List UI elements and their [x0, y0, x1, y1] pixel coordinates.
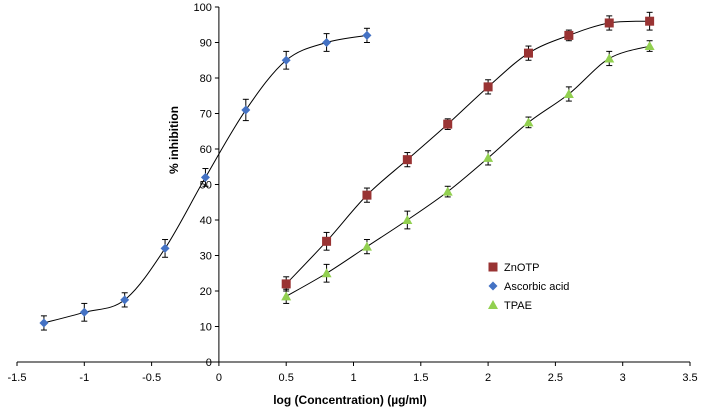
- data-point-tpae: [402, 215, 413, 224]
- data-point-znotp: [564, 30, 574, 40]
- x-tick-label: 1: [350, 372, 356, 384]
- data-point-tpae: [361, 241, 372, 251]
- x-tick-label: 3.5: [682, 372, 697, 384]
- data-point-znotp: [402, 155, 412, 165]
- data-point-tpae: [321, 268, 332, 278]
- x-tick-label: 1.5: [413, 372, 428, 384]
- data-point-znotp: [604, 18, 614, 28]
- curves-layer: [43, 20, 650, 324]
- data-point-ascorbic-acid: [79, 307, 89, 317]
- y-tick-label: 10: [200, 322, 212, 334]
- legend-label-tpae: TPAE: [504, 300, 532, 312]
- data-point-znotp: [483, 82, 493, 92]
- data-point-tpae: [604, 53, 615, 63]
- data-point-znotp: [281, 279, 291, 289]
- x-tick-label: 2.5: [548, 372, 563, 384]
- data-point-znotp: [362, 190, 372, 200]
- data-point-ascorbic-acid: [281, 55, 291, 65]
- axes-layer: -1.5-1-0.500.511.522.533.501020304050607…: [8, 2, 698, 407]
- x-tick-label: 0: [216, 372, 222, 384]
- legend-marker-tpae: [488, 300, 498, 309]
- y-tick-label: 60: [200, 144, 212, 156]
- x-tick-label: 2: [485, 372, 491, 384]
- data-point-tpae: [442, 186, 453, 196]
- data-point-ascorbic-acid: [241, 105, 251, 115]
- curve-znotp: [285, 20, 650, 285]
- y-tick-label: 90: [200, 38, 212, 50]
- y-tick-label: 0: [206, 357, 212, 369]
- x-tick-label: 0.5: [279, 372, 294, 384]
- legend-marker-znotp: [488, 262, 498, 272]
- x-tick-label: 3: [620, 372, 626, 384]
- data-point-ascorbic-acid: [39, 318, 49, 328]
- legend: ZnOTP Ascorbic acid TPAE: [488, 262, 569, 312]
- markers-layer: [39, 16, 655, 328]
- y-tick-label: 20: [200, 286, 212, 298]
- x-axis-title: log (Concentration) (µg/ml): [273, 393, 427, 407]
- data-point-tpae: [483, 152, 494, 162]
- x-tick-label: -1.5: [8, 372, 27, 384]
- data-point-znotp: [443, 119, 453, 129]
- x-tick-label: -1: [79, 372, 89, 384]
- data-point-ascorbic-acid: [322, 38, 332, 47]
- y-tick-label: 70: [200, 109, 212, 121]
- data-point-znotp: [322, 236, 332, 246]
- legend-label-znotp: ZnOTP: [504, 262, 539, 274]
- y-axis-title: % inhibition: [167, 106, 181, 174]
- data-point-ascorbic-acid: [200, 172, 210, 182]
- data-point-ascorbic-acid: [362, 30, 372, 40]
- legend-label-ascorbic-acid: Ascorbic acid: [504, 281, 569, 293]
- y-tick-label: 30: [200, 251, 212, 263]
- data-point-znotp: [523, 48, 533, 58]
- y-tick-label: 40: [200, 215, 212, 227]
- curve-tpae: [285, 45, 650, 297]
- data-point-znotp: [645, 16, 655, 26]
- y-tick-label: 80: [200, 73, 212, 85]
- x-tick-label: -0.5: [142, 372, 161, 384]
- data-point-tpae: [523, 117, 534, 127]
- y-tick-label: 100: [194, 2, 212, 14]
- data-point-ascorbic-acid: [120, 295, 130, 305]
- data-point-ascorbic-acid: [160, 243, 170, 253]
- data-point-tpae: [563, 88, 574, 98]
- data-point-tpae: [281, 291, 292, 301]
- legend-marker-ascorbic-acid: [488, 281, 498, 291]
- data-point-tpae: [644, 41, 655, 51]
